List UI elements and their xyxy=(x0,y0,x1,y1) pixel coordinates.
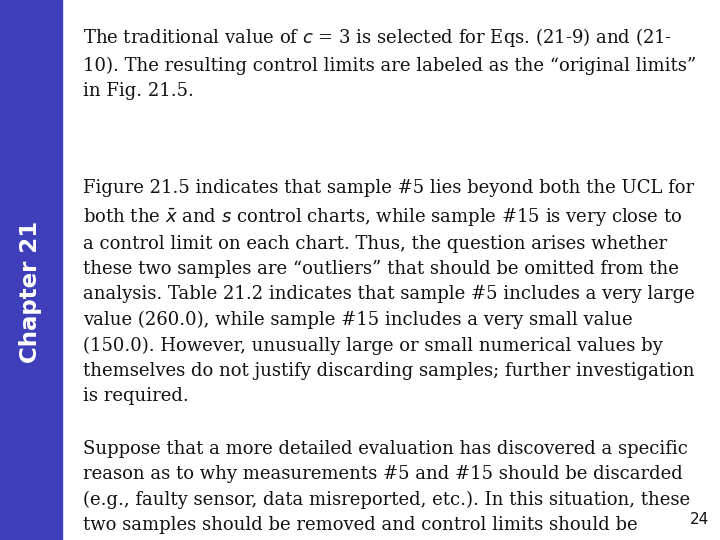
Text: The traditional value of $\mathit{c}$ = 3 is selected for Eqs. (21-9) and (21-
1: The traditional value of $\mathit{c}$ = … xyxy=(83,26,696,100)
Text: 24: 24 xyxy=(690,511,709,526)
Bar xyxy=(0,0,62,540)
Text: Chapter 21: Chapter 21 xyxy=(19,220,42,363)
Text: Suppose that a more detailed evaluation has discovered a specific
reason as to w: Suppose that a more detailed evaluation … xyxy=(83,440,690,540)
Text: Figure 21.5 indicates that sample #5 lies beyond both the UCL for
both the $\bar: Figure 21.5 indicates that sample #5 lie… xyxy=(83,179,695,406)
